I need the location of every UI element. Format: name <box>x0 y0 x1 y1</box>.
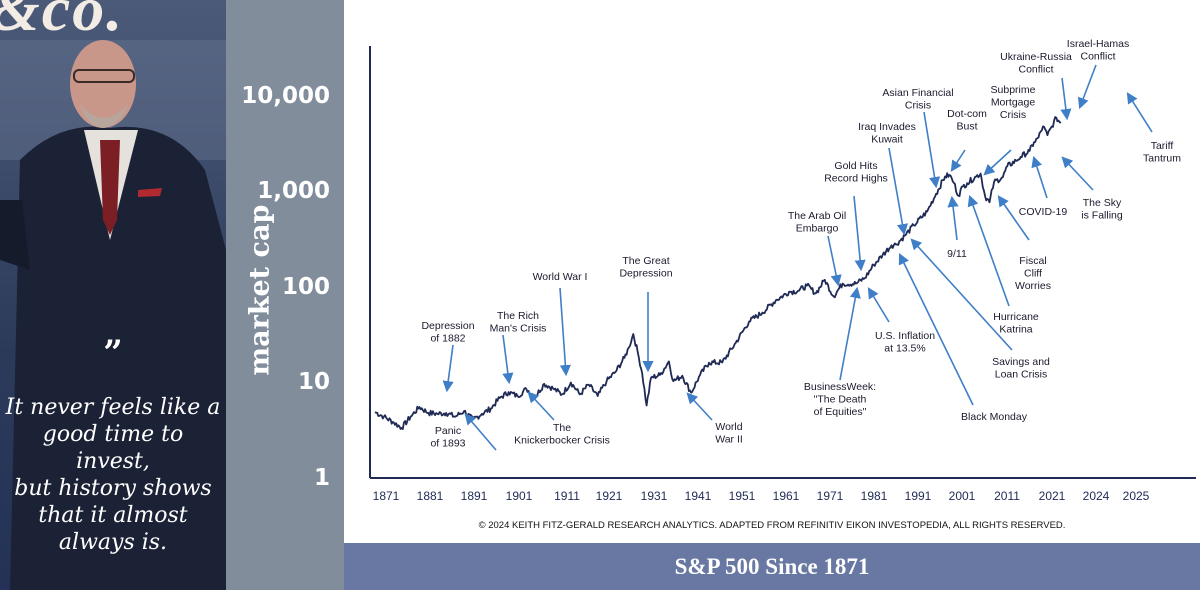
annotation-label: Hurricane Katrina <box>993 311 1039 336</box>
annotation-arrow <box>1031 155 1048 199</box>
annotation-arrow <box>686 392 713 421</box>
quote-text: It never feels like a good time to inves… <box>4 394 222 556</box>
annotation-arrow <box>559 287 571 377</box>
annotation-arrow <box>827 235 842 287</box>
x-tick-label: 1901 <box>506 489 533 503</box>
quote-line: always is. <box>58 530 168 555</box>
x-tick-label: 1991 <box>905 489 932 503</box>
annotation-label: BusinessWeek: "The Death of Equities" <box>804 381 876 418</box>
y-tick-label: 1 <box>313 465 330 491</box>
annotation-label: 9/11 <box>947 248 967 260</box>
annotation-label: World War II <box>715 421 743 446</box>
y-axis-title: market cap <box>244 204 276 376</box>
x-tick-label: 1871 <box>373 489 400 503</box>
annotation-arrow <box>527 391 555 421</box>
annotation-arrow <box>853 195 866 272</box>
x-tick-label: 1961 <box>773 489 800 503</box>
copyright-notice: © 2024 KEITH FITZ-GERALD RESEARCH ANALYT… <box>478 520 1066 531</box>
annotation-arrow <box>967 194 1010 307</box>
annotation-label: World War I <box>533 271 588 283</box>
annotation-label: The Sky is Falling <box>1081 197 1123 222</box>
x-tick-label: 2025 <box>1123 489 1150 503</box>
x-tick-label: 2024 <box>1083 489 1110 503</box>
annotation-arrow <box>888 147 908 236</box>
annotation-arrow <box>502 334 514 385</box>
annotation-label: Fiscal Cliff Worries <box>1015 255 1051 292</box>
y-tick-label: 100 <box>281 274 330 300</box>
annotation-label: The Great Depression <box>619 255 672 280</box>
x-tick-label: 2011 <box>994 489 1020 503</box>
annotation-label: Black Monday <box>961 411 1028 423</box>
x-tick-label: 1931 <box>641 489 668 503</box>
chart-title-bar: S&P 500 Since 1871 <box>344 543 1200 590</box>
annotation-label: Panic of 1893 <box>430 425 465 450</box>
presenter-figure <box>0 40 226 590</box>
annotation-arrow <box>1061 156 1094 191</box>
quote-line: but history shows <box>14 476 212 501</box>
annotation-label: The Arab Oil Embargo <box>788 210 846 235</box>
annotation-arrow <box>923 111 941 189</box>
annotation-label: Dot-com Bust <box>947 108 987 133</box>
presenter-photo-panel: &co. ” It never feels like a good time t… <box>0 0 226 590</box>
annotation-arrow <box>867 287 890 323</box>
annotation-label: Subprime Mortgage Crisis <box>991 84 1036 121</box>
x-tick-label: 2021 <box>1039 489 1066 503</box>
x-tick-label: 1981 <box>861 489 888 503</box>
y-tick-label: 1,000 <box>257 178 330 204</box>
y-tick-label: 10 <box>297 369 330 395</box>
quote-line: good time to invest, <box>42 422 184 474</box>
x-tick-label: 2001 <box>949 489 976 503</box>
y-axis-strip <box>226 0 344 590</box>
x-tick-label: 1951 <box>729 489 756 503</box>
annotation-label: Ukraine-Russia Conflict <box>1000 51 1072 76</box>
annotation-label: Asian Financial Crisis <box>882 87 953 112</box>
quote-line: that it almost <box>38 503 188 528</box>
annotation-arrow <box>898 252 974 406</box>
brand-logo-fragment: &co. <box>0 0 125 44</box>
annotation-arrow <box>1077 64 1097 110</box>
annotation-label: Gold Hits Record Highs <box>824 160 888 185</box>
chart-area: 1871 1881 1891 1901 1911 1921 1931 1941 1951 1961… <box>344 0 1200 543</box>
sp500-series-line <box>374 116 1062 431</box>
y-tick-label: 10,000 <box>241 83 330 109</box>
annotation-arrow <box>1126 92 1153 133</box>
annotation-label: COVID-19 <box>1019 206 1068 218</box>
annotation-arrow <box>839 286 861 381</box>
annotation-arrow <box>442 344 454 393</box>
x-tick-label: 1891 <box>461 489 488 503</box>
annotation-arrow <box>947 195 959 241</box>
quote-mark-icon: ” <box>103 333 123 373</box>
annotation-arrow <box>950 149 966 172</box>
annotation-label: U.S. Inflation at 13.5% <box>875 330 935 355</box>
annotation-label: Israel-Hamas Conflict <box>1067 38 1129 63</box>
annotation-arrow <box>983 149 1012 176</box>
x-tick-label: 1881 <box>417 489 444 503</box>
annotation-arrow <box>464 413 497 451</box>
x-tick-label: 1921 <box>596 489 623 503</box>
annotation-arrow <box>997 195 1030 241</box>
annotation-arrow <box>1060 77 1072 121</box>
annotation-label: The Knickerbocker Crisis <box>514 422 610 447</box>
x-tick-label: 1971 <box>817 489 844 503</box>
annotation-arrow <box>910 238 1013 351</box>
annotation-label: Depression of 1882 <box>421 320 474 345</box>
x-tick-label: 1911 <box>554 489 580 503</box>
quote-line: It never feels like a <box>5 395 221 420</box>
x-tick-label: 1941 <box>685 489 712 503</box>
annotation-label: Savings and Loan Crisis <box>992 356 1050 381</box>
annotation-label: Tariff Tantrum <box>1143 140 1181 165</box>
sp500-line-chart: 1871 1881 1891 1901 1911 1921 1931 1941 1951 1961… <box>369 38 1196 503</box>
annotation-label: Iraq Invades Kuwait <box>858 121 916 146</box>
annotation-label: The Rich Man's Crisis <box>490 310 547 335</box>
